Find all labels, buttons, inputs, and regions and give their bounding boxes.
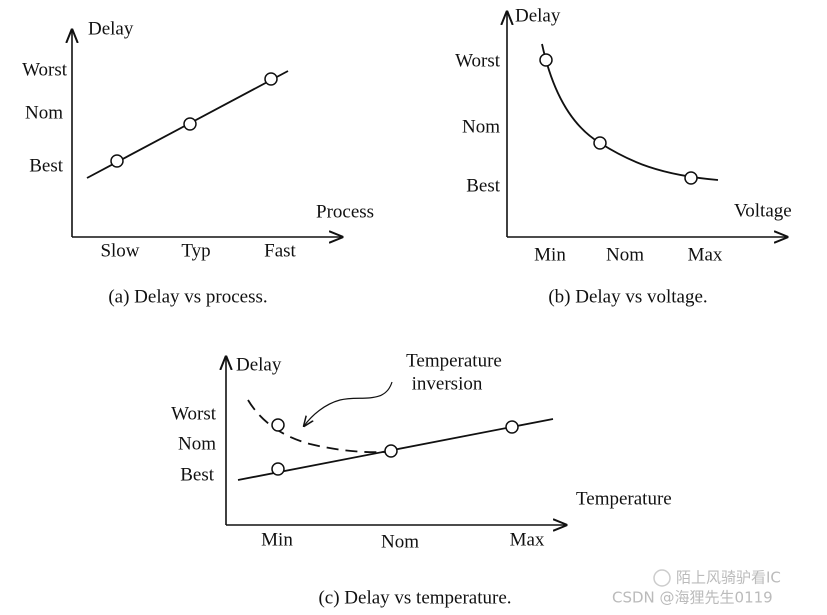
panel-a: Delay Process Worst Nom Best Slow Typ Fa…	[22, 18, 374, 307]
y-level: Nom	[178, 433, 216, 454]
point	[384, 444, 398, 458]
watermark-icon	[653, 569, 671, 587]
caption: (c) Delay vs temperature.	[318, 587, 511, 608]
point	[505, 420, 519, 434]
y-level: Best	[29, 155, 64, 176]
y-label: Delay	[236, 354, 282, 375]
x-label: Voltage	[734, 200, 792, 221]
caption: (b) Delay vs voltage.	[548, 286, 707, 307]
x-level: Typ	[181, 240, 210, 261]
y-level: Best	[466, 175, 501, 196]
curve	[541, 43, 719, 181]
point	[271, 418, 285, 432]
x-level: Nom	[381, 531, 419, 552]
y-level: Nom	[462, 116, 500, 137]
point	[110, 154, 124, 168]
watermark-text: 陌上风骑驴看IC	[676, 569, 781, 587]
y-level: Nom	[25, 102, 63, 123]
x-label: Temperature	[576, 488, 672, 509]
y-level: Worst	[455, 50, 501, 71]
point	[264, 72, 278, 86]
y-label: Delay	[515, 5, 561, 26]
watermark-text: CSDN @海狸先生0119	[612, 589, 773, 607]
point	[271, 462, 285, 476]
point	[539, 53, 553, 67]
annotation-arrow	[304, 381, 393, 426]
point	[593, 136, 607, 150]
x-level: Fast	[264, 240, 296, 261]
x-level: Nom	[606, 244, 644, 265]
watermark: 陌上风骑驴看IC CSDN @海狸先生0119	[612, 569, 781, 607]
point	[684, 171, 698, 185]
x-label: Process	[316, 201, 374, 222]
panel-b: Delay Voltage Worst Nom Best Min Nom Max…	[455, 5, 792, 307]
x-level: Min	[261, 529, 293, 550]
x-level: Max	[688, 244, 723, 265]
dashed-curve	[247, 399, 386, 454]
x-level: Slow	[100, 240, 139, 261]
y-label: Delay	[88, 18, 134, 39]
x-level: Max	[510, 529, 545, 550]
panel-c: Delay Temperature Worst Nom Best Min Nom…	[171, 350, 672, 608]
caption: (a) Delay vs process.	[108, 286, 267, 307]
x-level: Min	[534, 244, 566, 265]
annotation: Temperature	[406, 350, 502, 371]
y-level: Worst	[22, 59, 68, 80]
y-level: Worst	[171, 403, 217, 424]
annotation: inversion	[412, 373, 483, 394]
point	[183, 117, 197, 131]
y-level: Best	[180, 464, 215, 485]
